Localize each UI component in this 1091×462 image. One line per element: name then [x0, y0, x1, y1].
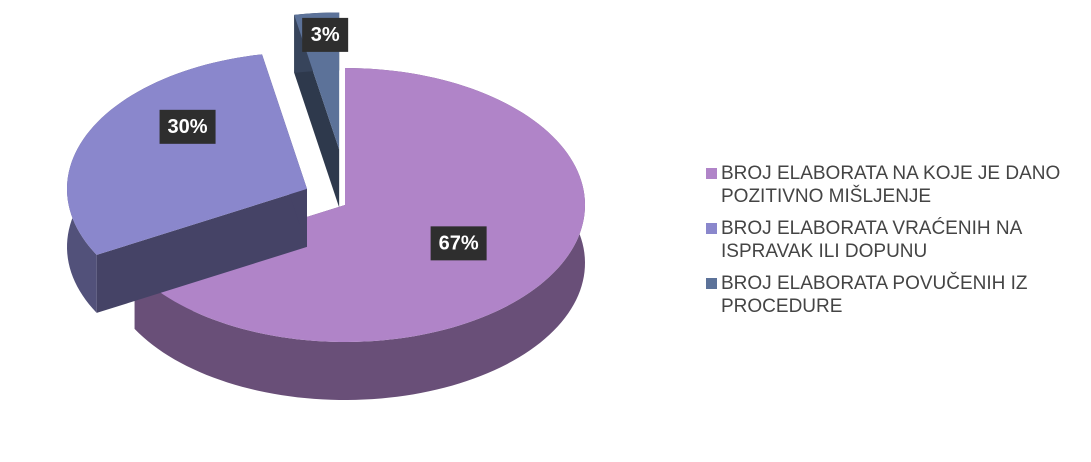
- slice-group: 3%: [294, 12, 349, 208]
- legend-swatch: [706, 223, 717, 234]
- slice-side: [96, 188, 307, 313]
- slice-group: 30%: [67, 54, 307, 313]
- legend-label: BROJ ELABORATA POVUČENIH IZ PROCEDURE: [721, 273, 1028, 317]
- label-box: [302, 17, 349, 52]
- label-box: [159, 109, 216, 144]
- legend-swatch: [706, 278, 717, 289]
- data-label: 67%: [439, 233, 479, 255]
- legend-item: BROJ ELABORATA NA KOJE JE DANO POZITIVNO…: [706, 162, 1091, 208]
- legend-item: BROJ ELABORATA POVUČENIH IZ PROCEDURE: [706, 272, 1091, 318]
- legend-label: BROJ ELABORATA NA KOJE JE DANO POZITIVNO…: [721, 163, 1061, 207]
- data-label: 3%: [311, 24, 340, 46]
- legend: BROJ ELABORATA NA KOJE JE DANO POZITIVNO…: [706, 162, 1091, 327]
- slice: [134, 68, 585, 342]
- label-box: [430, 226, 487, 261]
- legend-swatch: [706, 168, 717, 179]
- chart: 67% 30% 3%: [67, 12, 585, 400]
- legend-label: BROJ ELABORATA VRAĆENIH NA ISPRAVAK ILI …: [721, 218, 1022, 262]
- slice: [67, 54, 307, 255]
- legend-item: BROJ ELABORATA VRAĆENIH NA ISPRAVAK ILI …: [706, 217, 1091, 263]
- data-label: 30%: [168, 116, 208, 138]
